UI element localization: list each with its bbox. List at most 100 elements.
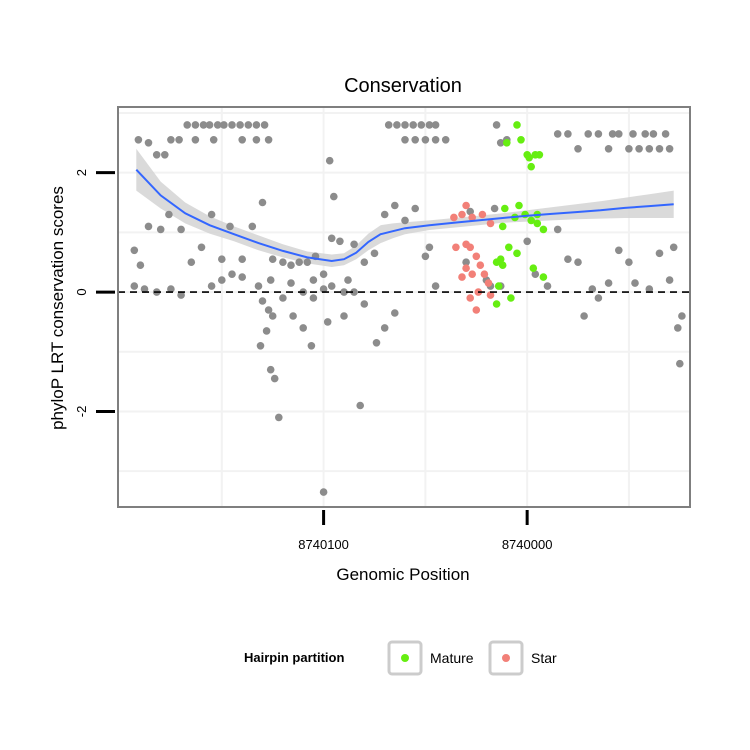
legend-star-label: Star (531, 650, 557, 666)
data-point-other (309, 294, 318, 302)
data-point-mature (535, 151, 544, 159)
data-point-other (401, 136, 409, 144)
data-point-other (523, 237, 531, 246)
data-point-mature (529, 264, 538, 273)
data-point-star (468, 213, 477, 222)
data-point-other (236, 121, 244, 129)
data-point-other (594, 294, 603, 302)
data-point-other (676, 359, 684, 368)
data-point-other (130, 282, 139, 290)
data-point-other (421, 252, 430, 261)
data-point-mature (494, 282, 503, 290)
data-point-other (238, 136, 246, 144)
data-point-star (484, 279, 493, 287)
y-tick-label: -2 (74, 406, 89, 418)
data-point-other (635, 145, 643, 153)
data-point-other (661, 130, 670, 138)
data-point-other (615, 246, 623, 255)
x-axis-label: Genomic Position (336, 565, 469, 584)
data-point-other (327, 282, 336, 290)
data-point-mature (513, 121, 521, 129)
data-point-other (177, 225, 185, 234)
data-point-other (207, 282, 216, 290)
data-point-other (425, 243, 434, 252)
data-point-other (134, 136, 143, 144)
data-point-star (468, 270, 477, 279)
data-point-other (462, 258, 470, 267)
data-point-other (580, 312, 588, 320)
data-point-other (393, 121, 401, 129)
data-point-other (268, 255, 277, 263)
data-point-mature (533, 219, 542, 228)
data-point-other (226, 222, 234, 231)
data-point-other (213, 121, 222, 129)
data-point-other (431, 121, 440, 129)
data-point-other (584, 130, 592, 138)
data-point-star (480, 270, 489, 279)
data-point-mature (527, 216, 535, 225)
data-point-other (325, 156, 334, 165)
data-point-other (207, 210, 216, 219)
data-point-other (380, 210, 389, 219)
confidence-band (136, 148, 674, 267)
data-point-other (130, 246, 139, 255)
data-point-other (248, 222, 257, 231)
data-point-other (336, 237, 344, 246)
data-point-star (462, 201, 470, 210)
data-point-mature (539, 225, 548, 234)
data-point-star (452, 243, 460, 252)
data-point-other (588, 285, 597, 293)
data-point-other (303, 258, 312, 267)
data-point-other (258, 198, 267, 207)
data-point-other (674, 324, 682, 332)
data-point-other (238, 255, 246, 263)
data-point-other (655, 145, 664, 153)
data-point-other (330, 192, 338, 201)
smooth-confidence-band (136, 148, 674, 267)
data-point-other (360, 300, 369, 308)
data-point-other (553, 130, 562, 138)
data-point-other (262, 327, 271, 335)
data-point-other (350, 240, 358, 249)
data-point-mature (507, 294, 515, 302)
data-point-other (631, 279, 639, 287)
data-point-star (472, 306, 481, 314)
data-point-star (458, 210, 466, 219)
data-point-other (340, 312, 348, 320)
data-point-other (199, 121, 208, 129)
data-point-other (370, 249, 379, 258)
data-point-star (462, 264, 470, 273)
data-point-other (264, 306, 273, 314)
data-point-other (615, 130, 623, 138)
data-point-other (553, 225, 562, 234)
data-point-other (431, 136, 440, 144)
data-point-other (401, 216, 409, 225)
data-point-mature (527, 162, 535, 171)
data-point-mature (521, 210, 529, 219)
data-point-other (543, 282, 552, 290)
data-point-other (136, 261, 145, 270)
data-point-other (531, 270, 540, 279)
data-point-other (264, 136, 273, 144)
data-point-other (279, 294, 287, 302)
data-point-other (340, 288, 348, 296)
data-point-star (458, 273, 466, 281)
data-point-other (356, 401, 365, 410)
data-point-other (156, 225, 165, 234)
data-point-other (441, 136, 450, 144)
data-point-other (256, 342, 265, 350)
data-point-other (594, 130, 603, 138)
data-point-mature (539, 273, 548, 281)
data-point-star (476, 261, 485, 270)
data-point-other (220, 121, 228, 129)
data-point-other (574, 145, 582, 153)
data-point-other (218, 276, 226, 284)
x-tick-label: 8740000 (502, 537, 553, 552)
data-point-other (564, 130, 572, 138)
data-point-other (649, 130, 658, 138)
data-point-other (417, 121, 426, 129)
data-point-other (665, 145, 674, 153)
legend-star-dot (502, 654, 510, 662)
data-point-other (678, 312, 686, 320)
data-point-mature (492, 300, 501, 308)
